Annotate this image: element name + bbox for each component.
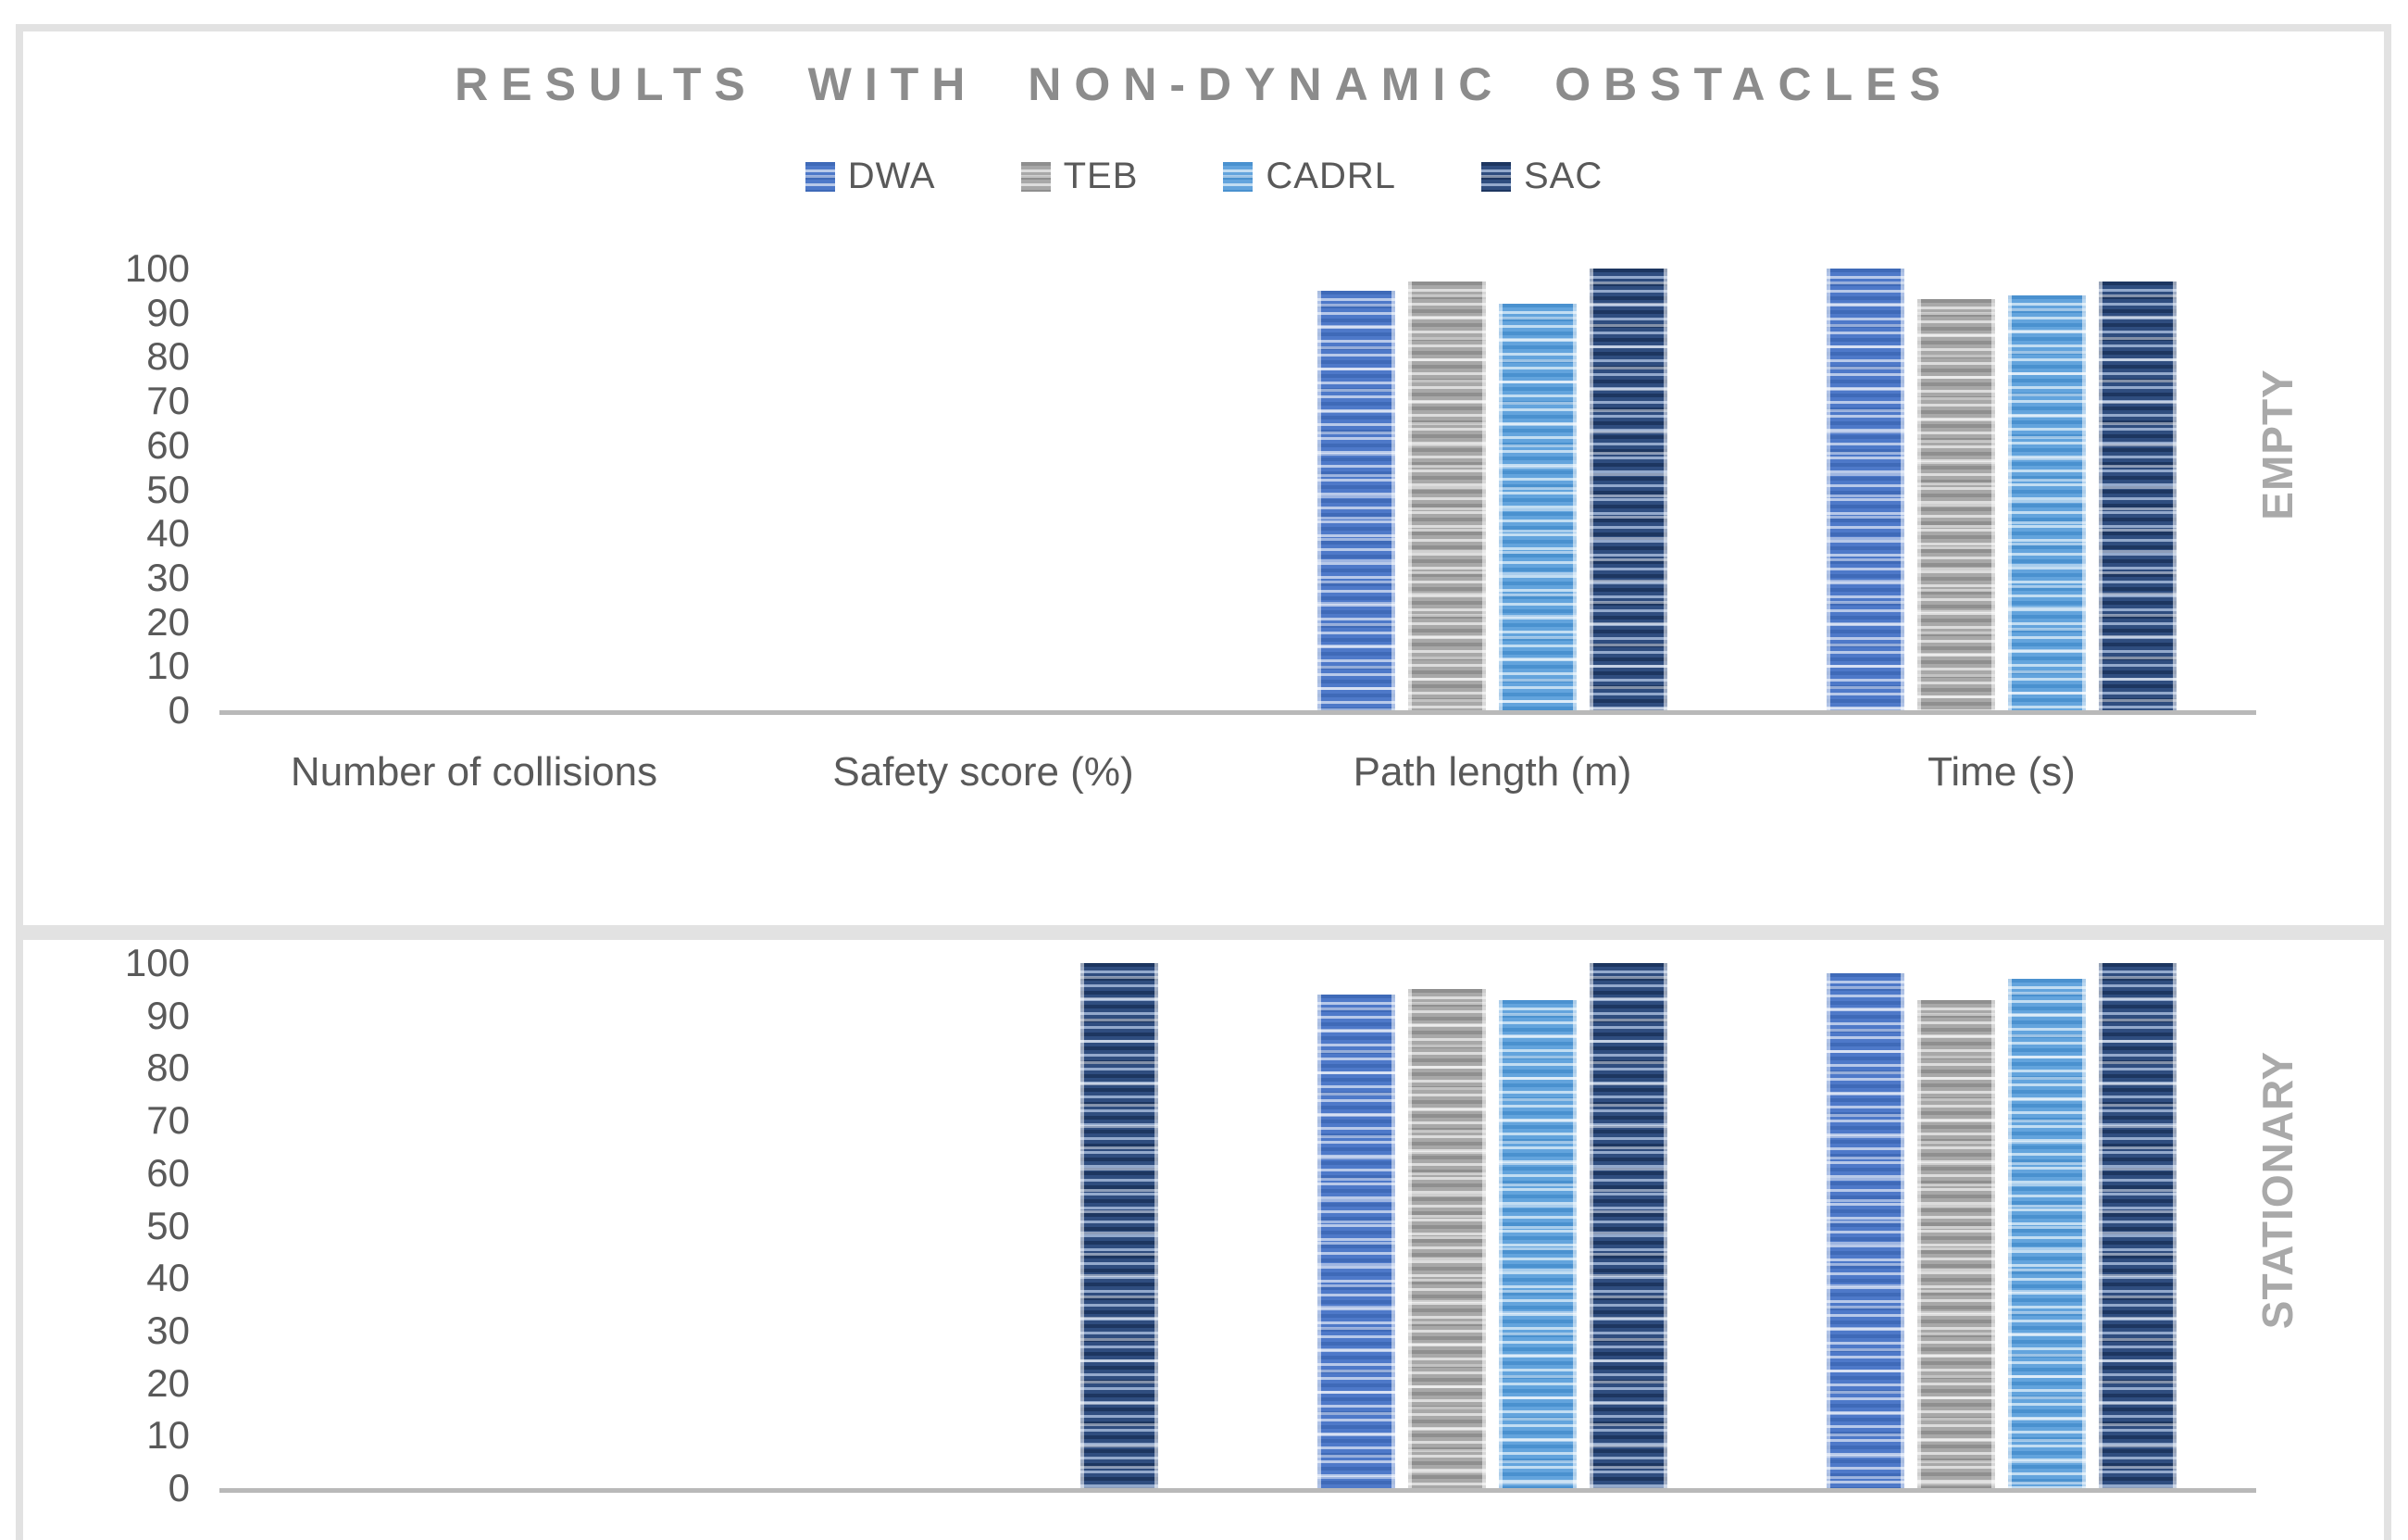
- legend-item-dwa: DWA: [805, 156, 936, 197]
- category-label-empty-3: Time (s): [1928, 749, 2076, 795]
- bar-empty-time-s-sac: [2099, 282, 2177, 710]
- category-label-empty-2: Path length (m): [1353, 749, 1632, 795]
- legend-item-teb: TEB: [1020, 156, 1139, 197]
- bar-stationary-time-s-teb: [1917, 999, 1995, 1488]
- y-tick-label-stationary-20: 20: [146, 1360, 190, 1405]
- x-axis-line-empty: [219, 710, 2256, 715]
- bar-stationary-time-s-sac: [2099, 963, 2177, 1488]
- bar-empty-path-length-m-dwa: [1317, 290, 1395, 710]
- bar-stationary-path-length-m-sac: [1590, 963, 1667, 1488]
- y-tick-label-empty-30: 30: [146, 555, 190, 599]
- y-tick-label-stationary-100: 100: [124, 941, 190, 984]
- bar-stationary-path-length-m-teb: [1408, 989, 1486, 1488]
- y-tick-label-empty-40: 40: [146, 511, 190, 556]
- bar-stationary-path-length-m-cadrl: [1499, 999, 1577, 1488]
- y-tick-label-stationary-50: 50: [146, 1203, 190, 1247]
- category-label-empty-0: Number of collisions: [290, 749, 658, 795]
- y-tick-label-stationary-10: 10: [146, 1413, 190, 1458]
- legend-swatch-teb: [1020, 161, 1051, 192]
- bar-empty-path-length-m-cadrl: [1499, 304, 1577, 710]
- y-tick-label-empty-20: 20: [146, 599, 190, 644]
- y-tick-label-empty-10: 10: [146, 644, 190, 688]
- legend-swatch-cadrl: [1223, 161, 1254, 192]
- bar-empty-path-length-m-teb: [1408, 282, 1486, 710]
- bar-stationary-time-s-cadrl: [2008, 979, 2086, 1488]
- legend-swatch-sac: [1480, 161, 1511, 192]
- category-label-empty-1: Safety score (%): [832, 749, 1134, 795]
- legend: DWA TEB CADRL SAC: [0, 156, 2408, 197]
- bar-empty-time-s-teb: [1917, 299, 1995, 710]
- panel-empty-frame: [16, 24, 2391, 933]
- y-tick-label-empty-70: 70: [146, 379, 190, 423]
- y-tick-label-empty-100: 100: [124, 246, 190, 290]
- bar-empty-time-s-dwa: [1827, 269, 1904, 710]
- y-tick-label-stationary-70: 70: [146, 1098, 190, 1143]
- side-label-stationary: STATIONARY: [2253, 1050, 2302, 1330]
- y-tick-label-stationary-90: 90: [146, 993, 190, 1037]
- legend-label-teb: TEB: [1063, 156, 1139, 196]
- bar-stationary-safety-score-sac: [1080, 963, 1158, 1488]
- y-tick-label-empty-80: 80: [146, 334, 190, 379]
- y-tick-label-empty-0: 0: [168, 688, 190, 732]
- y-tick-label-stationary-30: 30: [146, 1308, 190, 1352]
- panel-stationary-frame: [16, 933, 2391, 1540]
- legend-label-sac: SAC: [1523, 156, 1603, 196]
- legend-item-cadrl: CADRL: [1223, 156, 1396, 197]
- y-tick-label-stationary-80: 80: [146, 1045, 190, 1090]
- x-axis-line-stationary: [219, 1488, 2256, 1493]
- legend-label-cadrl: CADRL: [1266, 156, 1396, 196]
- chart-title: RESULTS WITH NON-DYNAMIC OBSTACLES: [455, 58, 1953, 110]
- bar-stationary-time-s-dwa: [1827, 973, 1904, 1488]
- y-tick-label-stationary-40: 40: [146, 1256, 190, 1300]
- bar-stationary-path-length-m-dwa: [1317, 995, 1395, 1488]
- y-tick-label-stationary-60: 60: [146, 1150, 190, 1195]
- side-label-empty: EMPTY: [2253, 369, 2302, 520]
- y-tick-label-empty-90: 90: [146, 290, 190, 334]
- bar-empty-time-s-cadrl: [2008, 294, 2086, 710]
- legend-swatch-dwa: [805, 161, 835, 192]
- legend-label-dwa: DWA: [847, 156, 936, 196]
- legend-item-sac: SAC: [1480, 156, 1603, 197]
- y-tick-label-empty-50: 50: [146, 467, 190, 511]
- y-tick-label-stationary-0: 0: [168, 1466, 190, 1509]
- y-tick-label-empty-60: 60: [146, 422, 190, 467]
- bar-empty-path-length-m-sac: [1590, 269, 1667, 710]
